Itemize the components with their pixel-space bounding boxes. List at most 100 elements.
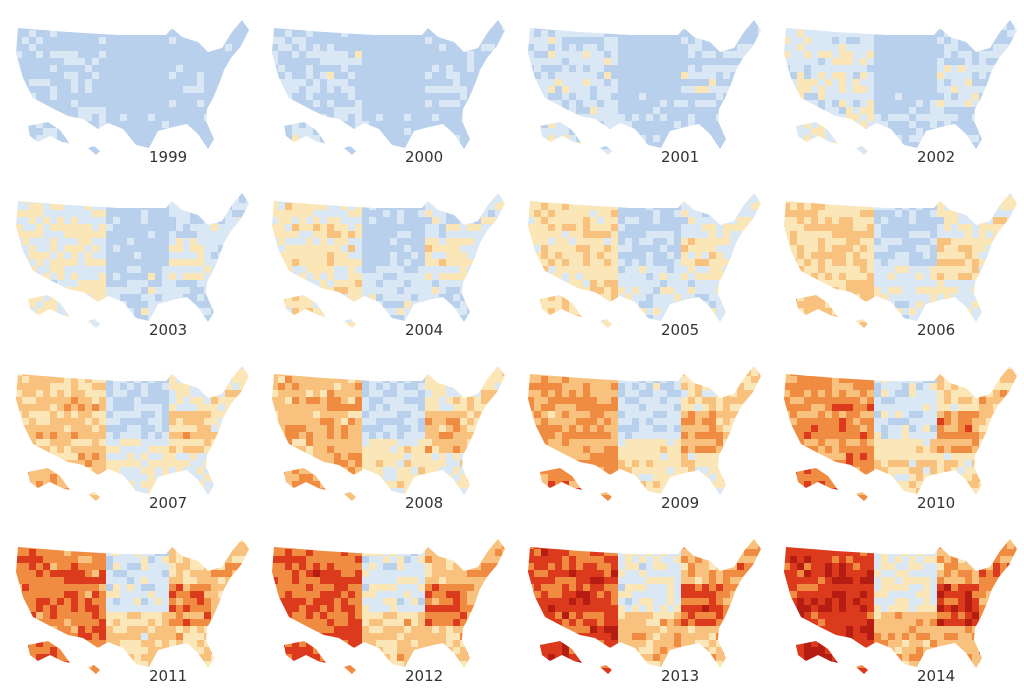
county-cell [674,259,682,267]
county-cell [327,149,335,155]
county-cell [272,259,279,267]
county-cell [597,252,605,260]
county-cell [797,72,805,80]
county-cell [730,37,738,45]
county-cell [453,245,461,253]
county-cell [784,79,791,87]
county-cell [64,37,72,45]
county-cell [78,308,86,316]
county-cell [292,273,300,281]
county-cell [446,114,454,122]
county-cell [474,23,482,31]
county-cell [548,224,556,232]
county-cell [411,231,419,239]
county-cell [541,100,549,108]
county-cell [141,58,149,66]
county-cell [306,329,313,336]
county-cell [57,65,65,73]
county-cell [681,266,689,274]
county-cell [211,86,219,94]
county-cell [488,217,496,225]
county-cell [528,51,535,59]
county-cell [474,252,482,260]
county-cell [439,210,447,218]
county-cell [169,224,177,232]
county-cell [246,259,249,267]
county-cell [660,266,668,274]
county-cell [232,23,240,31]
county-cell [979,79,987,87]
county-cell [190,193,198,197]
county-cell [548,93,556,101]
county-cell [418,107,426,115]
county-cell [211,51,219,59]
county-cell [528,245,535,253]
county-cell [232,65,240,73]
county-cell [264,16,271,23]
county-cell [404,79,412,87]
county-cell [78,58,86,66]
county-cell [22,65,30,73]
county-cell [22,37,30,45]
county-cell [239,231,247,239]
county-shading [528,193,761,328]
county-cell [64,20,72,24]
county-cell [390,58,398,66]
county-cell [16,100,23,108]
county-cell [211,128,219,136]
county-cell [688,210,696,218]
county-cell [811,121,819,129]
county-cell [85,100,93,108]
county-cell [618,203,626,211]
county-cell [285,322,293,328]
county-cell [723,142,731,150]
county-cell [784,135,791,143]
county-cell [355,217,363,225]
county-cell [113,217,121,225]
county-cell [64,280,72,288]
county-cell [278,44,286,52]
county-cell [355,245,363,253]
county-cell [197,280,205,288]
county-cell [183,23,191,31]
county-cell [590,210,598,218]
county-cell [632,245,640,253]
county-cell [618,245,626,253]
county-cell [264,142,271,149]
county-cell [211,100,219,108]
county-cell [534,135,542,143]
county-cell [667,203,675,211]
county-cell [369,121,377,129]
county-cell [597,308,605,316]
county-cell [397,280,405,288]
county-cell [8,114,15,121]
county-cell [43,86,51,94]
county-cell [204,114,212,122]
county-cell [944,30,952,38]
county-cell [604,322,612,328]
county-cell [832,93,840,101]
county-cell [481,308,489,316]
county-cell [818,100,826,108]
county-cell [120,51,128,59]
county-cell [653,224,661,232]
county-cell [888,107,896,115]
county-cell [944,37,952,45]
county-cell [71,193,79,197]
county-cell [646,238,654,246]
county-cell [846,30,854,38]
county-cell [744,44,752,52]
county-cell [667,266,675,274]
county-cell [653,273,661,281]
county-cell [667,23,675,31]
county-cell [965,58,973,66]
county-cell [92,58,100,66]
county-cell [453,107,461,115]
county-cell [390,156,397,163]
county-cell [937,93,945,101]
county-cell [439,217,447,225]
county-cell [453,224,461,232]
county-cell [218,135,226,143]
county-cell [162,210,170,218]
county-cell [618,23,626,31]
